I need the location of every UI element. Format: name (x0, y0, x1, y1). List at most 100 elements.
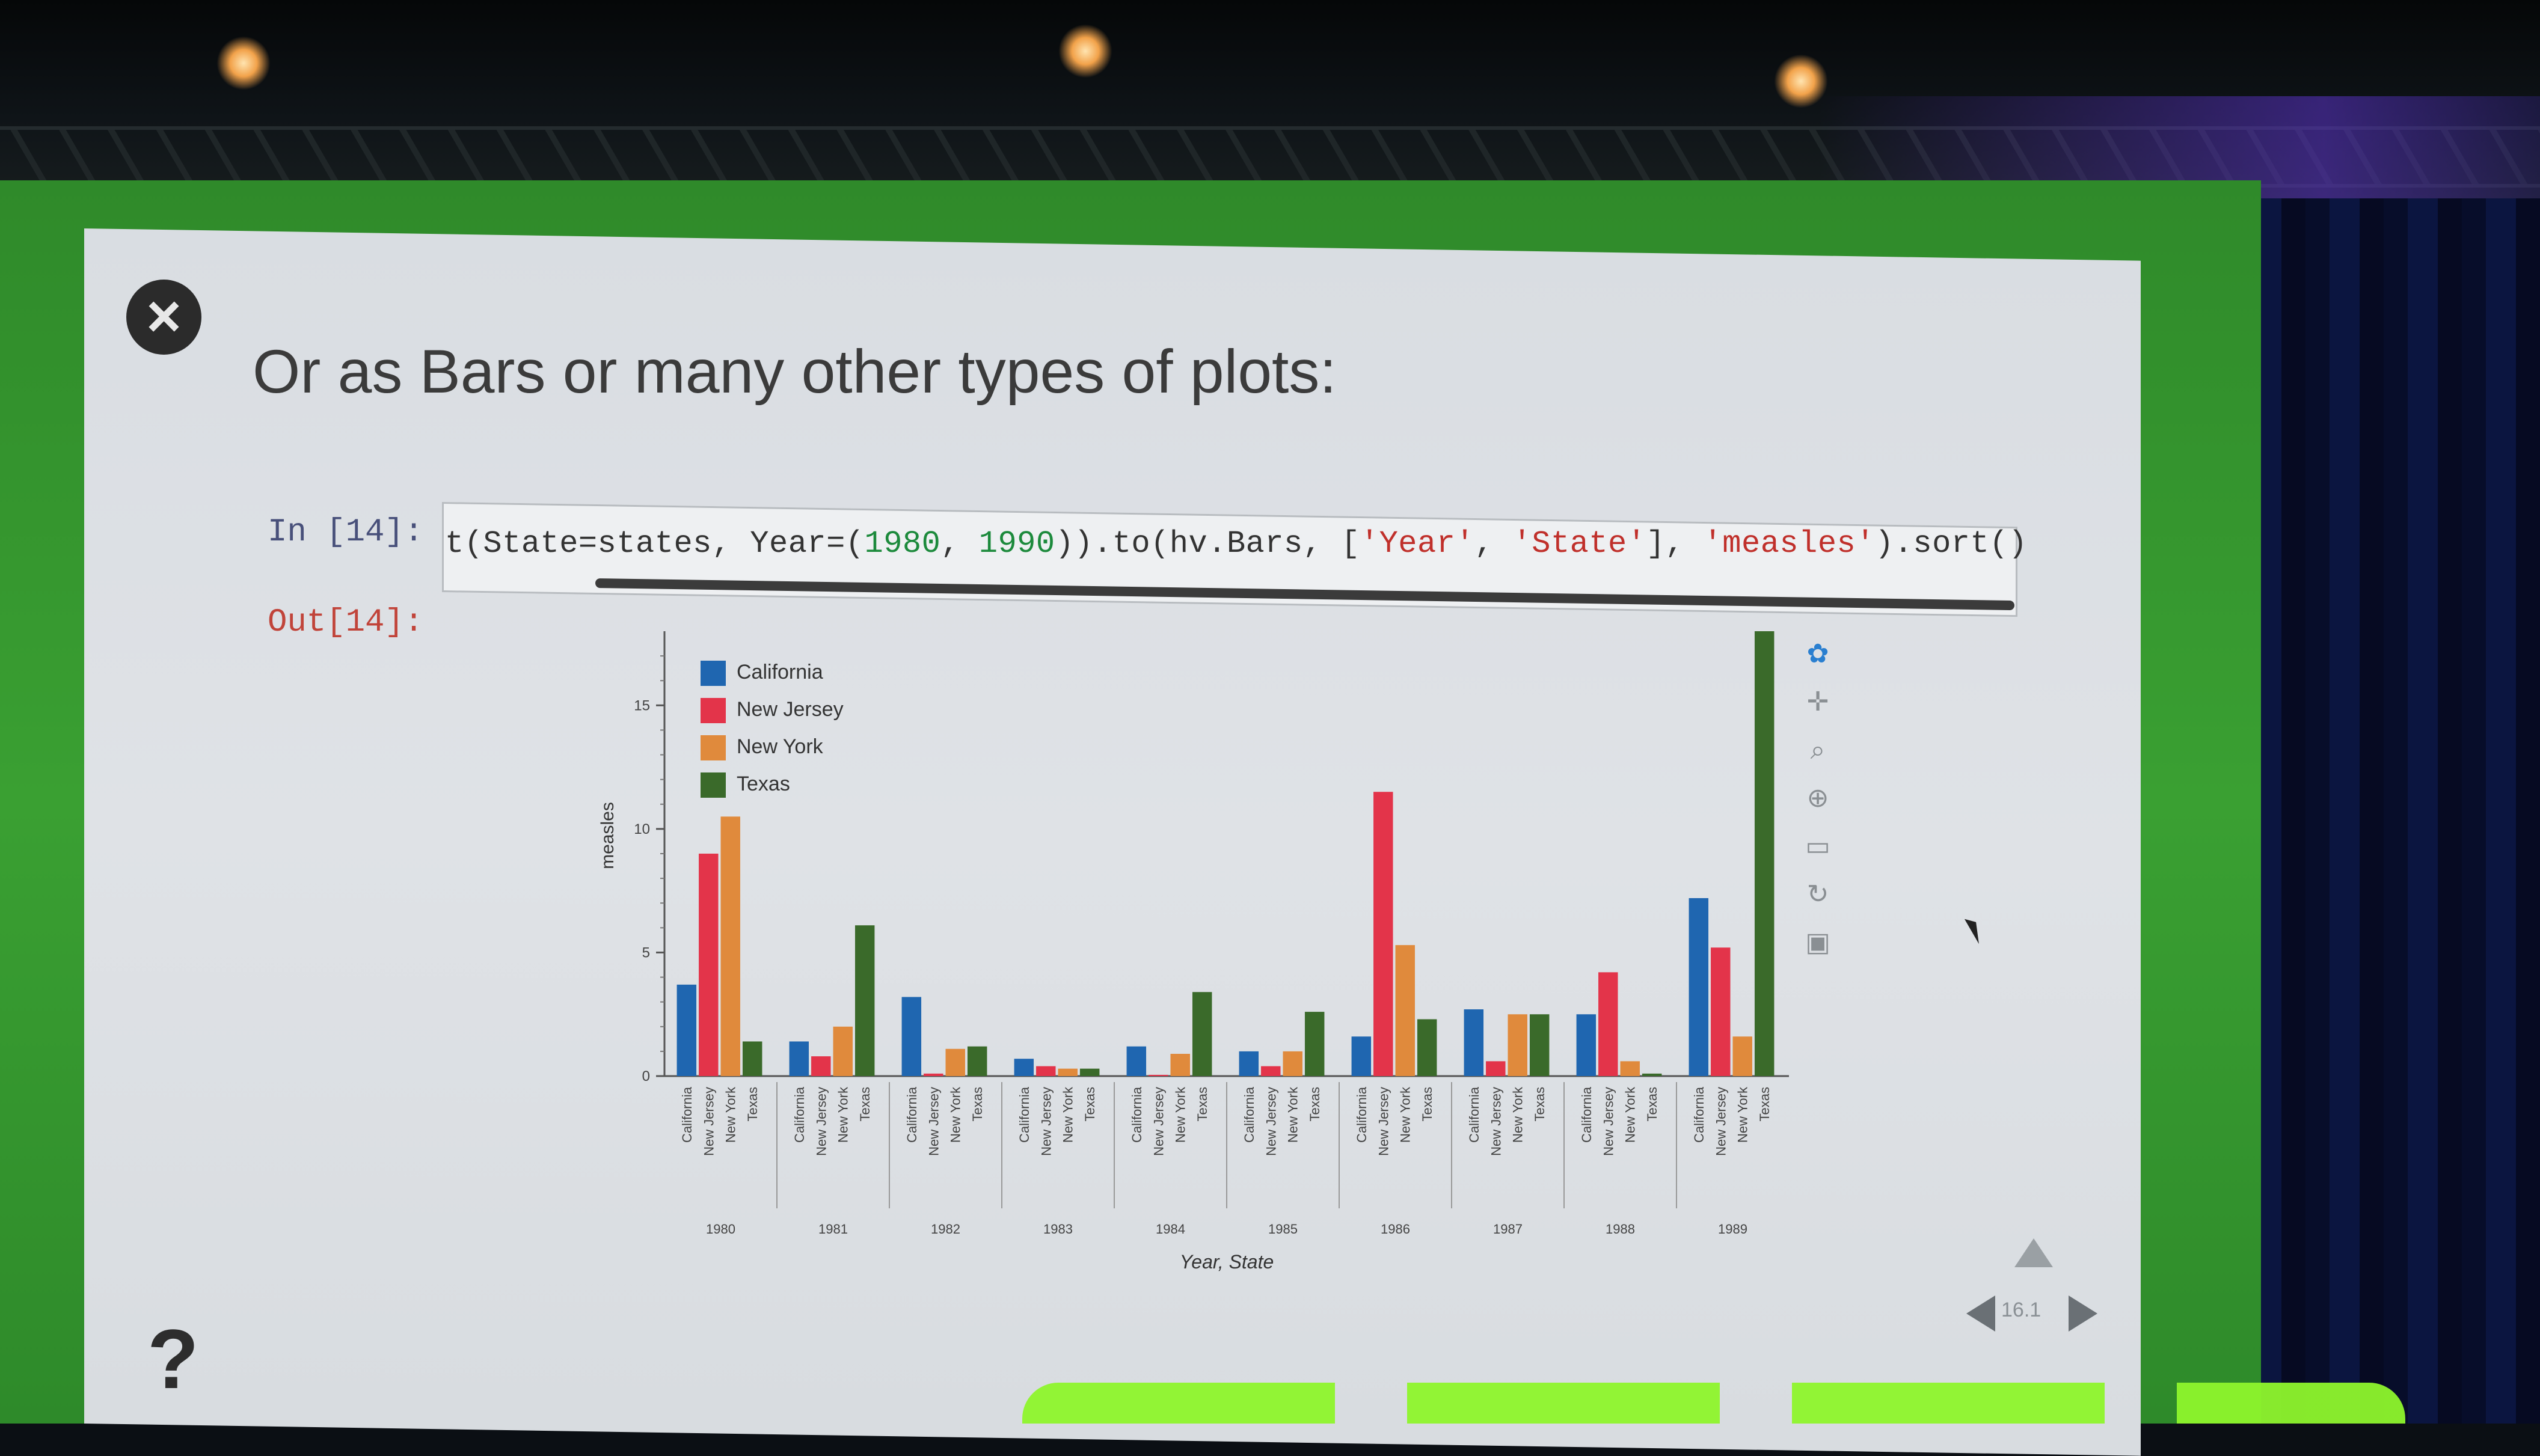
x-group-label: 1988 (1606, 1222, 1635, 1237)
bar (901, 997, 922, 1076)
legend-label: Texas (737, 772, 790, 795)
x-tick-label: Texas (1195, 1087, 1210, 1121)
x-tick-label: New York (1398, 1086, 1413, 1143)
y-tick-label: 0 (642, 1068, 650, 1084)
x-tick-label: New Jersey (926, 1087, 941, 1156)
bar (1304, 1012, 1325, 1076)
bar (1464, 1009, 1484, 1076)
bar (924, 1073, 943, 1076)
code-token: 'measles' (1703, 526, 1875, 561)
bar (1529, 1014, 1550, 1076)
bar-chart: 0 5 10 15 measles California New Jersey New Yor… (577, 619, 1864, 1280)
bar (1754, 631, 1775, 1076)
legend-swatch (701, 735, 726, 760)
x-tick-label: California (1354, 1086, 1369, 1143)
stage-sign-letters (1022, 1383, 2405, 1424)
bar (1058, 1068, 1078, 1076)
bar (1014, 1059, 1034, 1076)
code-token: 'State' (1512, 526, 1646, 561)
bar (1192, 992, 1212, 1076)
bar (945, 1048, 965, 1076)
input-prompt: In [14]: (268, 514, 424, 551)
nav-up-icon[interactable] (2014, 1238, 2053, 1267)
box-select-icon[interactable]: ▭ (1805, 831, 1830, 861)
legend-label: California (737, 661, 823, 684)
bar (1079, 1068, 1100, 1076)
x-group-label: 1984 (1156, 1222, 1185, 1237)
reset-icon[interactable]: ↻ (1806, 879, 1829, 909)
y-tick-label: 5 (642, 944, 650, 961)
bar (1732, 1036, 1752, 1076)
x-group-label: 1987 (1493, 1222, 1523, 1237)
x-tick-label: Texas (1420, 1087, 1435, 1121)
x-tick-label: New York (948, 1086, 963, 1143)
close-icon[interactable]: × (126, 280, 201, 355)
x-tick-label: Texas (1307, 1087, 1322, 1121)
chart-canvas: 0 5 10 15 measles California New Jersey New Yor… (598, 631, 1789, 1273)
y-tick-label: 15 (634, 697, 650, 714)
help-icon[interactable]: ? (147, 1312, 199, 1406)
bar (1395, 945, 1415, 1076)
bar (1642, 1073, 1662, 1076)
code-token: t(State=states, Year=( (445, 526, 865, 561)
bar (1149, 1074, 1168, 1076)
code-token: 1990 (978, 526, 1055, 561)
x-tick-label: California (1467, 1086, 1482, 1143)
x-tick-label: New Jersey (814, 1087, 829, 1156)
x-tick-label: California (1017, 1086, 1032, 1143)
x-tick-label: New York (1061, 1086, 1076, 1143)
y-tick-label: 10 (634, 821, 650, 837)
box-zoom-icon[interactable]: ⌕ (1810, 735, 1826, 765)
bar (1351, 1036, 1372, 1076)
bar (1239, 1051, 1259, 1076)
x-tick-label: New Jersey (1263, 1087, 1278, 1156)
legend-swatch (701, 661, 726, 686)
x-group-label: 1983 (1043, 1222, 1073, 1237)
bar (1036, 1066, 1056, 1076)
bar (720, 816, 740, 1076)
bar (1283, 1051, 1302, 1076)
stage-spotlight (216, 36, 271, 90)
x-tick-label: New York (1735, 1086, 1750, 1143)
slide-navigation: 16.1 (1966, 1238, 2099, 1335)
bar (1261, 1066, 1281, 1076)
x-tick-label: New York (836, 1086, 851, 1143)
nav-right-icon[interactable] (2069, 1295, 2097, 1332)
bokeh-logo-icon[interactable]: ✿ (1806, 639, 1829, 668)
nav-left-icon[interactable] (1966, 1295, 1995, 1332)
bar (699, 854, 719, 1076)
x-tick-label: New York (1286, 1086, 1301, 1143)
x-tick-label: New Jersey (1713, 1087, 1728, 1156)
pan-icon[interactable]: ✛ (1806, 687, 1829, 717)
x-tick-label: Texas (745, 1087, 760, 1121)
x-axis-label: Year, State (1180, 1251, 1274, 1273)
x-tick-label: Texas (970, 1087, 985, 1121)
bar (1576, 1014, 1597, 1076)
bar (1711, 947, 1731, 1076)
x-tick-label: New Jersey (1376, 1087, 1391, 1156)
bar (1486, 1061, 1506, 1076)
bar (1598, 972, 1618, 1076)
legend-swatch (701, 698, 726, 723)
bar (1508, 1014, 1527, 1076)
code-token: )).to(hv.Bars, [ (1055, 526, 1360, 561)
code-token: , (1474, 526, 1513, 561)
x-tick-label: New York (723, 1086, 738, 1143)
x-tick-label: California (1692, 1086, 1707, 1143)
x-tick-label: Texas (1082, 1087, 1097, 1121)
x-tick-label: California (904, 1086, 919, 1143)
x-tick-label: New Jersey (1488, 1087, 1503, 1156)
x-tick-label: California (679, 1086, 695, 1143)
wheel-zoom-icon[interactable]: ⊕ (1806, 783, 1829, 813)
bar (1126, 1046, 1147, 1076)
x-tick-label: Texas (857, 1087, 873, 1121)
x-tick-label: California (1579, 1086, 1594, 1143)
x-tick-label: California (1242, 1086, 1257, 1143)
bar (967, 1046, 987, 1076)
code-line[interactable]: t(State=states, Year=(1980, 1990)).to(hv… (445, 526, 2028, 561)
code-token: ], (1646, 526, 1704, 561)
bar (854, 925, 875, 1076)
output-prompt: Out[14]: (268, 604, 424, 641)
x-tick-label: Texas (1645, 1087, 1660, 1121)
save-icon[interactable]: ▣ (1805, 928, 1830, 957)
